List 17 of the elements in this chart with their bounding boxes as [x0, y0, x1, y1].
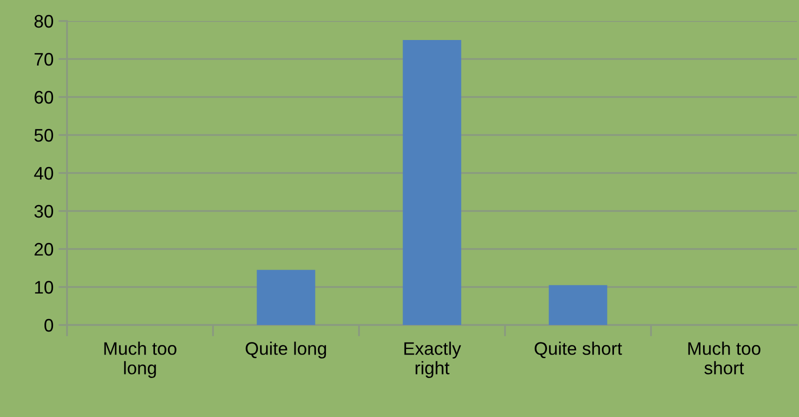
x-tick-label: Much too long: [104, 342, 176, 378]
y-tick-label: 40: [34, 166, 54, 180]
y-tick-label: 70: [34, 52, 54, 66]
x-tick-label: Much too short: [688, 342, 760, 374]
x-tick-label: Quite long: [246, 342, 326, 358]
y-tick-label: 60: [34, 90, 54, 104]
y-tick-label: 50: [34, 128, 54, 142]
y-tick-label: 10: [35, 280, 54, 294]
y-tick-label: 80: [34, 14, 54, 28]
x-tick-label: Quite short: [534, 342, 622, 358]
bar: [256, 270, 316, 325]
y-tick-label: 30: [34, 204, 54, 218]
y-tick-label: 0: [44, 318, 54, 332]
bar: [548, 285, 608, 325]
x-tick-label: Exactly right: [404, 342, 462, 378]
y-tick-label: 20: [34, 242, 54, 256]
bar: [402, 40, 462, 325]
